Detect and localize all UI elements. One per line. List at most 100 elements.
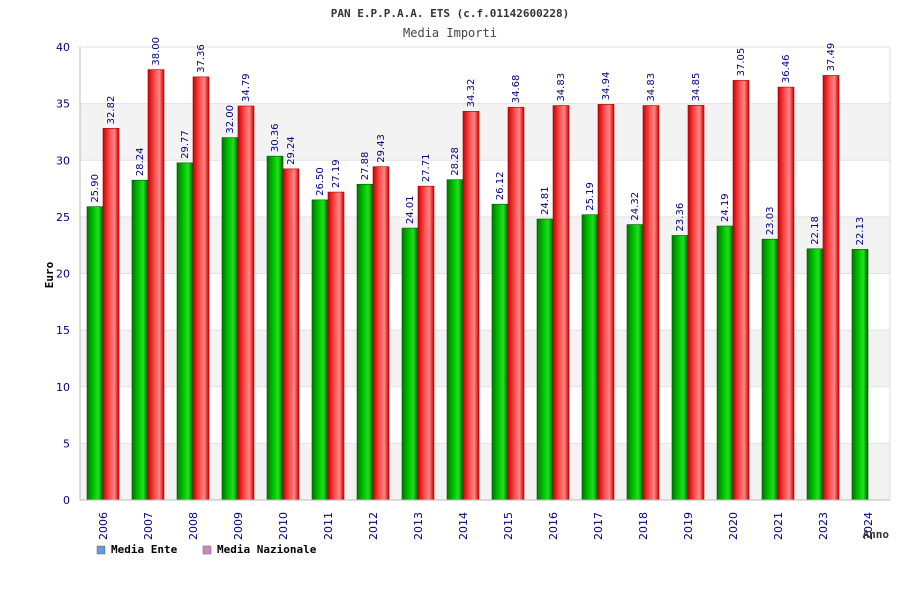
legend-swatch	[202, 545, 212, 555]
y-tick-label: 20	[56, 268, 70, 281]
data-label: 26.12	[495, 172, 506, 201]
data-label: 28.28	[450, 147, 461, 176]
bar-media-ente	[761, 238, 779, 501]
x-tick-label: 2021	[772, 512, 785, 540]
y-tick-label: 5	[63, 437, 70, 450]
data-label: 27.19	[331, 159, 342, 188]
data-label: 28.24	[135, 148, 146, 177]
x-tick-label: 2013	[412, 512, 425, 540]
plot-band	[80, 216, 890, 274]
plot-band	[80, 160, 890, 217]
data-label: 34.68	[511, 75, 522, 104]
bar-media-ente	[266, 155, 284, 501]
bar-media-nazionale	[327, 191, 345, 501]
y-tick-label: 25	[56, 211, 70, 224]
x-tick-label: 2014	[457, 512, 470, 540]
bar-media-nazionale	[192, 76, 210, 501]
bar-media-nazionale	[822, 75, 840, 501]
y-tick-label: 30	[56, 154, 70, 167]
data-label: 25.19	[585, 182, 596, 211]
data-label: 34.83	[556, 73, 567, 102]
bar-media-nazionale	[147, 69, 165, 501]
x-tick-label: 2008	[187, 512, 200, 540]
data-label: 37.05	[736, 48, 747, 77]
bar-media-ente	[581, 214, 599, 501]
data-label: 37.49	[826, 43, 837, 72]
bar-media-nazionale	[102, 128, 120, 501]
bar-media-nazionale	[417, 185, 435, 501]
data-label: 36.46	[781, 54, 792, 83]
y-tick-label: 40	[56, 41, 70, 54]
data-label: 27.71	[421, 154, 432, 183]
data-label: 26.50	[315, 167, 326, 196]
data-label: 30.36	[270, 124, 281, 153]
data-label: 38.00	[151, 37, 162, 66]
x-tick-label: 2020	[727, 512, 740, 540]
data-label: 37.36	[196, 44, 207, 73]
data-label: 24.32	[630, 192, 641, 221]
data-label: 34.85	[691, 73, 702, 102]
plot-band	[80, 103, 890, 161]
x-tick-label: 2006	[97, 512, 110, 540]
legend-swatch	[96, 545, 106, 555]
data-label: 29.24	[286, 136, 297, 165]
bar-media-ente	[671, 235, 689, 501]
data-label: 34.83	[646, 73, 657, 102]
bar-media-ente	[401, 227, 419, 501]
data-label: 34.94	[601, 72, 612, 101]
x-tick-label: 2023	[817, 512, 830, 540]
y-tick-label: 15	[56, 324, 70, 337]
y-axis-label: Euro	[43, 261, 56, 288]
y-axis-ticks: 0 5 10 15 20 25 30 35 40	[56, 41, 70, 507]
bar-media-nazionale	[732, 80, 750, 501]
data-label: 24.01	[405, 195, 416, 224]
chart-title: PAN E.P.P.A.A. ETS (c.f.01142600228)	[331, 7, 569, 20]
bar-media-ente	[311, 199, 329, 501]
x-axis-label: Anno	[863, 528, 890, 541]
bar-media-nazionale	[777, 86, 795, 501]
data-label: 25.90	[90, 174, 101, 203]
bar-media-nazionale	[642, 105, 660, 501]
legend-label: Media Ente	[111, 543, 178, 556]
bar-media-nazionale	[462, 111, 480, 501]
plot-background	[80, 47, 890, 500]
data-labels: 25.90 28.24 29.77 32.00 30.36 26.50 27.88 24.01…	[90, 37, 866, 245]
y-tick-label: 0	[63, 494, 70, 507]
bar-media-ente	[626, 224, 644, 501]
bar-media-ente	[131, 179, 149, 501]
bar-media-ente	[491, 203, 509, 501]
x-tick-label: 2009	[232, 512, 245, 540]
bar-media-ente	[851, 249, 869, 501]
plot-band	[80, 273, 890, 331]
legend: Media Ente Media Nazionale	[96, 543, 317, 556]
plot-band	[80, 443, 890, 500]
bar-media-ente	[806, 248, 824, 501]
x-tick-label: 2015	[502, 512, 515, 540]
data-label: 29.77	[180, 130, 191, 159]
x-tick-label: 2011	[322, 512, 335, 540]
data-label: 34.79	[241, 73, 252, 102]
x-tick-label: 2010	[277, 512, 290, 540]
y-tick-label: 10	[56, 381, 70, 394]
x-tick-label: 2007	[142, 512, 155, 540]
data-label: 24.81	[540, 186, 551, 215]
chart-subtitle: Media Importi	[403, 26, 497, 40]
x-tick-label: 2016	[547, 512, 560, 540]
y-tick-label: 35	[56, 98, 70, 111]
bar-media-nazionale	[597, 104, 615, 501]
x-tick-label: 2012	[367, 512, 380, 540]
data-label: 32.82	[106, 96, 117, 125]
bar-media-nazionale	[507, 106, 525, 501]
bar-media-ente	[446, 179, 464, 501]
x-axis-ticks: 2006 2007 2008 2009 2010 2011 2012 2013 2014 2015…	[97, 512, 875, 540]
bar-media-nazionale	[237, 105, 255, 501]
bar-media-nazionale	[372, 166, 390, 501]
plot-band	[80, 330, 890, 387]
data-label: 29.43	[376, 134, 387, 163]
x-tick-label: 2019	[682, 512, 695, 540]
data-label: 24.19	[720, 193, 731, 222]
axes	[79, 47, 891, 501]
x-tick-label: 2024	[862, 512, 875, 540]
bar-media-ente	[536, 218, 554, 501]
